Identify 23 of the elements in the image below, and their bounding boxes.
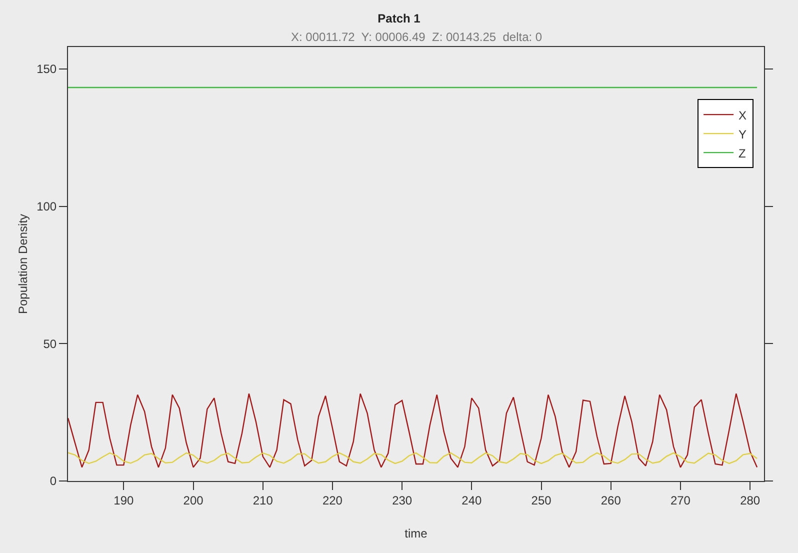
x-tick-label: 220	[322, 493, 343, 508]
y-tick-label: 50	[43, 336, 57, 351]
y-tick-label: 0	[50, 474, 57, 488]
y-tick-label: 150	[36, 62, 57, 76]
x-tick-label: 210	[252, 493, 274, 508]
x-tick-label: 200	[183, 493, 204, 508]
x-axis-title: time	[404, 526, 428, 540]
x-tick-label: 260	[600, 493, 622, 508]
legend-label: Y	[738, 127, 747, 142]
x-tick-label: 240	[462, 493, 482, 508]
legend-label: X	[738, 108, 747, 122]
chart-title: Patch 1	[378, 11, 421, 26]
chart-subtitle: X: 00011.72 Y: 00006.49 Z: 00143.25 delta: 0	[291, 30, 542, 44]
x-tick-label: 270	[670, 493, 691, 508]
x-tick-label: 190	[114, 493, 134, 508]
legend-label: Z	[738, 146, 746, 160]
x-tick-label: 230	[392, 493, 412, 508]
line-series	[68, 393, 758, 468]
y-axis-title: Population Density	[16, 214, 30, 314]
x-tick-label: 280	[740, 493, 760, 508]
x-tick-label: 250	[531, 493, 552, 508]
y-tick-label: 100	[36, 200, 57, 214]
line-series	[68, 452, 758, 464]
